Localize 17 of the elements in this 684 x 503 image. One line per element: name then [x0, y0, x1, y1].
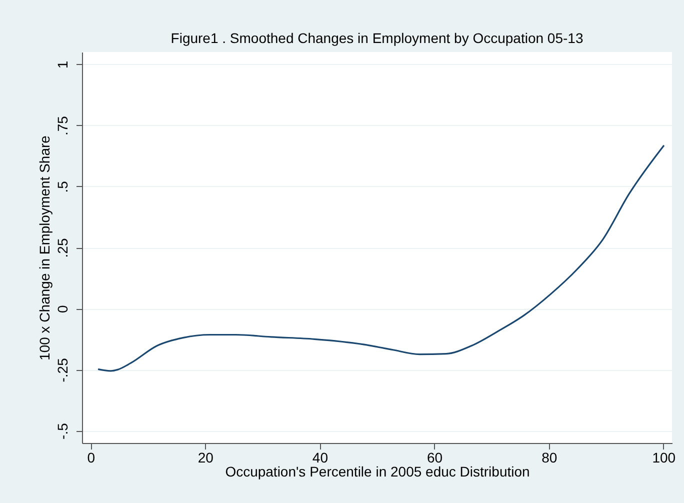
y-tick-label: .5 [54, 180, 70, 193]
chart-title: Figure1 . Smoothed Changes in Employment by Occupation 05-13 [170, 30, 584, 46]
y-tick-label: .25 [54, 238, 70, 258]
y-tick-label: .75 [54, 116, 70, 136]
x-tick-label: 40 [312, 450, 328, 466]
x-tick-label: 80 [542, 450, 558, 466]
x-tick-label: 0 [87, 450, 96, 466]
x-axis-title: Occupation's Percentile in 2005 educ Distribution [225, 464, 530, 480]
y-axis-title: 100 x Change in Employment Share [36, 135, 52, 360]
y-tick-label: 1 [54, 60, 70, 69]
y-tick-label: -.25 [54, 358, 70, 382]
y-tick-label: 0 [54, 304, 70, 313]
line-series [97, 144, 665, 372]
x-tick-label: 60 [426, 450, 443, 466]
y-tick-label: -.5 [54, 422, 70, 440]
x-tick-label: 100 [652, 450, 676, 466]
x-tick-label: 20 [198, 450, 214, 466]
